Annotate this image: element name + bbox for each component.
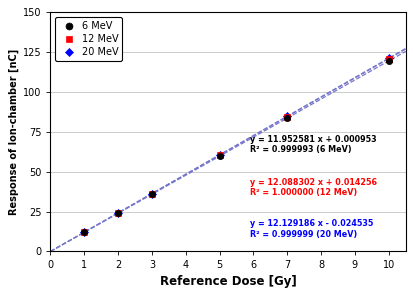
Legend: 6 MeV, 12 MeV, 20 MeV: 6 MeV, 12 MeV, 20 MeV [55,17,122,61]
Text: y = 12.088302 x + 0.014256
R² = 1.000000 (12 MeV): y = 12.088302 x + 0.014256 R² = 1.000000… [249,178,376,197]
Y-axis label: Response of Ion-chamber [nC]: Response of Ion-chamber [nC] [8,49,19,215]
Text: y = 12.129186 x - 0.024535
R² = 0.999999 (20 MeV): y = 12.129186 x - 0.024535 R² = 0.999999… [249,219,373,239]
Text: y = 11.952581 x + 0.000953
R² = 0.999993 (6 MeV): y = 11.952581 x + 0.000953 R² = 0.999993… [249,135,376,154]
X-axis label: Reference Dose [Gy]: Reference Dose [Gy] [159,275,296,288]
